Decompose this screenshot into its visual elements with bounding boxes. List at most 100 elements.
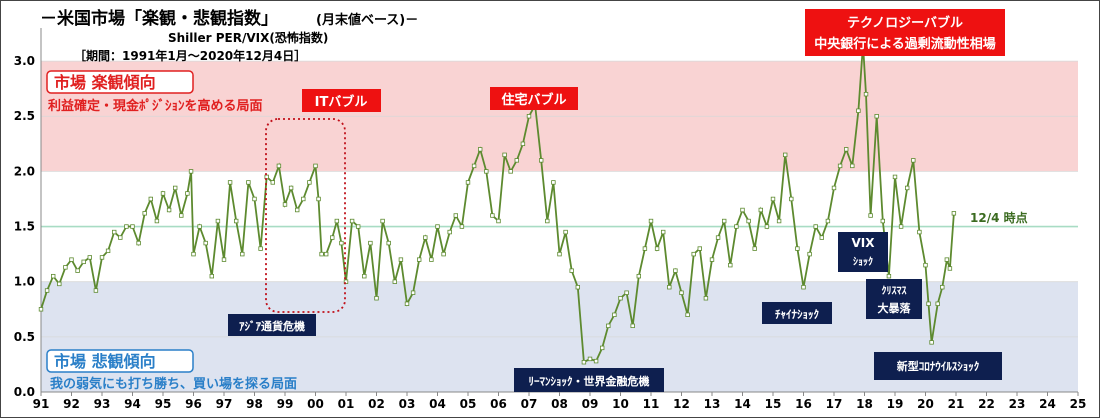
data-point	[691, 251, 696, 257]
data-point	[349, 218, 355, 224]
data-point	[288, 185, 294, 191]
data-point	[240, 251, 245, 257]
data-point	[539, 158, 544, 163]
pessimism-head-box	[46, 349, 194, 373]
data-point	[935, 301, 940, 306]
data-point	[648, 218, 654, 224]
data-point	[502, 152, 507, 158]
x-tick-label: 17	[826, 397, 843, 411]
data-point	[197, 224, 202, 229]
data-point	[380, 218, 385, 224]
data-point	[142, 211, 147, 216]
y-axis-ticks: 0.0 0.5 1.0 1.5 2.0 2.5 3.0	[14, 54, 35, 399]
data-point	[374, 296, 379, 301]
y-tick-label: 1.0	[14, 275, 35, 289]
pessimism-desc: 我の弱気にも打ち勝ち、買い場を探る局面	[50, 376, 297, 392]
data-point	[471, 163, 477, 169]
x-tick-label: 08	[551, 397, 568, 411]
data-point	[807, 251, 812, 257]
data-point	[801, 285, 806, 290]
data-point	[160, 191, 166, 196]
x-tick-label: 12	[673, 397, 690, 411]
data-point	[188, 169, 194, 174]
y-tick-label: 1.5	[14, 220, 35, 234]
data-point	[697, 246, 702, 251]
data-point	[831, 185, 837, 191]
data-point	[752, 246, 757, 251]
data-point	[795, 246, 800, 251]
data-point	[557, 251, 562, 257]
data-point	[362, 273, 367, 279]
data-point	[294, 207, 300, 213]
data-point	[99, 255, 105, 260]
x-tick-label: 96	[185, 397, 202, 411]
data-point	[166, 207, 172, 213]
data-point	[770, 196, 776, 202]
xmas-crash-box	[866, 279, 922, 319]
data-point	[837, 163, 843, 169]
x-tick-label: 15	[765, 397, 782, 411]
data-point	[221, 257, 227, 262]
data-point	[661, 229, 666, 235]
data-point	[282, 202, 288, 207]
x-tick-label: 97	[216, 397, 233, 411]
data-point	[490, 213, 495, 218]
data-point	[886, 273, 892, 279]
data-point	[612, 312, 617, 317]
data-point	[508, 169, 513, 174]
x-tick-label: 05	[460, 397, 477, 411]
x-tick-label: 10	[612, 397, 629, 411]
data-point	[154, 218, 160, 224]
data-point	[258, 246, 263, 251]
data-point	[679, 290, 684, 295]
data-point	[118, 235, 123, 240]
data-point	[947, 266, 953, 271]
data-point	[776, 218, 782, 224]
x-tick-label: 04	[429, 397, 446, 411]
data-point	[330, 235, 335, 240]
optimism-head-box	[46, 70, 194, 94]
data-point	[87, 255, 92, 260]
data-point	[477, 147, 483, 152]
y-tick-label: 0.5	[14, 330, 35, 344]
data-point	[246, 180, 251, 185]
data-point	[276, 163, 282, 169]
tech-bubble-label-1: テクノロジーバブル	[847, 15, 963, 31]
data-point	[264, 174, 269, 180]
series-group	[38, 42, 957, 365]
data-point	[423, 235, 428, 240]
data-point	[863, 91, 869, 97]
data-point	[600, 345, 605, 351]
data-point	[514, 158, 519, 163]
data-point	[233, 218, 239, 224]
data-point	[844, 147, 849, 152]
data-point	[709, 257, 715, 262]
vix-shock-box	[838, 232, 888, 272]
data-point	[624, 290, 629, 295]
data-point	[587, 356, 593, 362]
x-tick-label: 21	[948, 397, 965, 411]
data-point	[75, 268, 80, 273]
data-point	[410, 290, 416, 295]
latest-point-label: 12/4 時点	[970, 210, 1028, 225]
data-point	[447, 229, 452, 235]
chart-period: ［期間：1991年1月～2020年12月4日］	[74, 48, 306, 63]
data-point	[252, 196, 257, 202]
data-point	[313, 163, 318, 169]
data-point	[441, 251, 446, 257]
data-point	[944, 257, 950, 262]
data-point	[453, 213, 458, 218]
housing-bubble-label: 住宅バブル	[501, 92, 566, 108]
data-point	[667, 285, 672, 290]
data-point	[44, 288, 50, 293]
x-tick-label: 23	[1009, 397, 1026, 411]
x-tick-label: 01	[338, 397, 355, 411]
data-point	[339, 240, 344, 246]
corona-shock-label: 新型ｺﾛﾅｳｲﾙｽｼｮｯｸ	[897, 359, 980, 373]
corona-shock-box	[874, 352, 1002, 380]
data-point	[148, 196, 153, 202]
data-point	[51, 273, 56, 279]
data-point	[112, 229, 117, 235]
data-point	[856, 108, 861, 113]
tech-bubble-box	[805, 9, 1005, 56]
